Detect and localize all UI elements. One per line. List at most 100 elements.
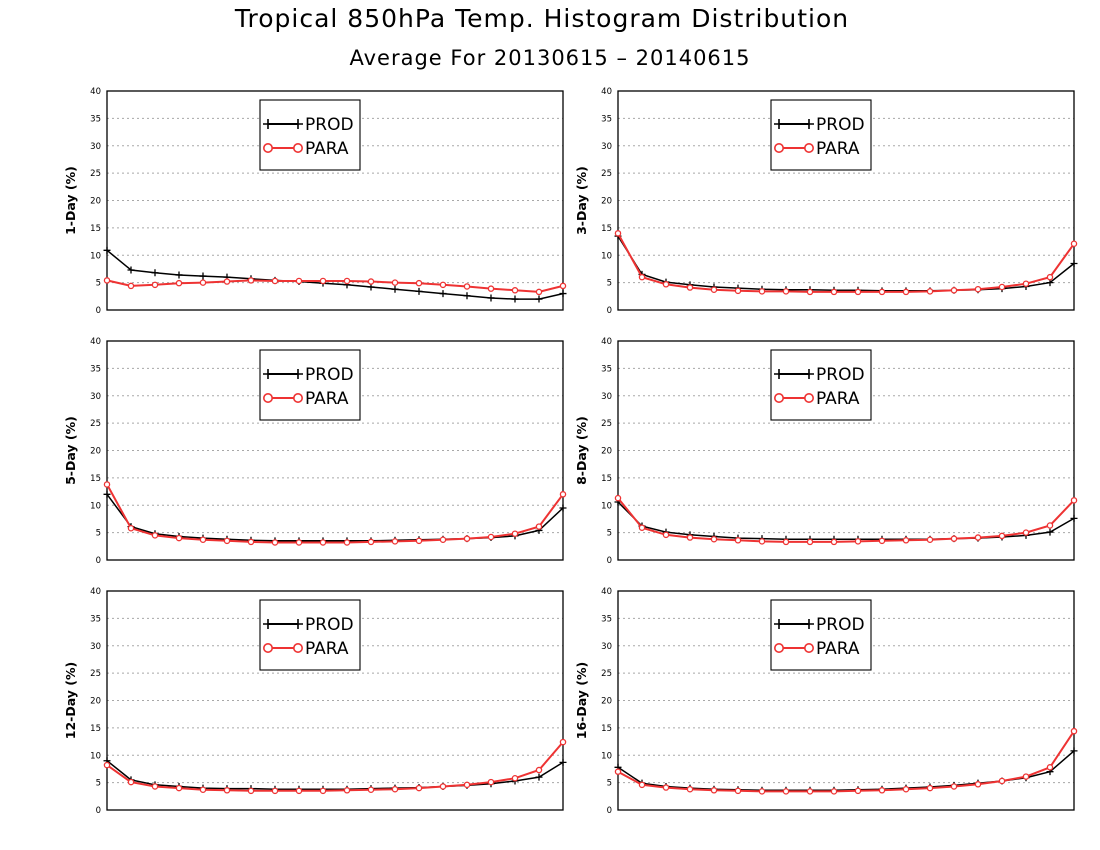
legend-box xyxy=(770,99,872,171)
legend-marker-prod xyxy=(263,369,273,379)
data-point-para xyxy=(343,787,351,794)
data-point-para xyxy=(391,538,399,545)
data-point-para xyxy=(998,532,1006,540)
data-point-para xyxy=(535,523,543,530)
data-point-para xyxy=(1070,240,1078,248)
y-tick-label: 15 xyxy=(90,724,101,734)
data-point-para xyxy=(782,538,790,546)
y-tick-label: 5 xyxy=(607,779,612,789)
data-point-para xyxy=(463,781,471,789)
data-point-para xyxy=(511,774,519,782)
data-point-para xyxy=(782,288,790,295)
data-point-para xyxy=(1046,764,1054,771)
data-point-para xyxy=(463,535,471,542)
data-point-para xyxy=(319,539,327,546)
data-point-para xyxy=(638,524,646,531)
legend-label-prod: PROD xyxy=(305,365,354,385)
y-tick-label: 40 xyxy=(601,587,612,597)
data-point-para xyxy=(415,279,423,287)
data-point-para xyxy=(223,278,231,285)
data-point-para xyxy=(614,768,622,775)
data-point-para xyxy=(151,281,159,289)
data-point-para xyxy=(830,788,838,795)
data-point-para xyxy=(439,281,447,289)
data-point-para xyxy=(926,288,934,295)
data-point-para xyxy=(511,530,519,537)
data-point-para xyxy=(199,279,207,286)
legend-label-para: PARA xyxy=(816,639,860,659)
data-point-para xyxy=(734,787,742,795)
data-point-prod xyxy=(175,271,183,279)
series-line-prod xyxy=(106,249,564,300)
plot-frame xyxy=(106,590,564,811)
y-tick-label: 35 xyxy=(601,364,612,374)
data-point-para xyxy=(1022,529,1030,536)
data-point-prod xyxy=(535,295,543,303)
series-line-para xyxy=(106,483,564,544)
legend-marker-prod xyxy=(774,369,784,379)
data-point-para xyxy=(854,288,862,296)
data-point-para xyxy=(295,277,303,285)
data-point-prod xyxy=(1070,747,1078,755)
y-tick-label: 15 xyxy=(601,724,612,734)
legend-box xyxy=(259,99,361,171)
data-point-para xyxy=(758,288,766,295)
data-point-para xyxy=(950,535,958,542)
legend-marker-prod xyxy=(293,619,303,629)
data-point-para xyxy=(734,537,742,544)
legend-marker-prod xyxy=(293,369,303,379)
legend: PROD PARA xyxy=(770,349,872,421)
legend-marker-prod xyxy=(263,119,273,129)
chart-panel: 0 5 10 15 20 25 30 35 40 16-Day (%) PROD PARA xyxy=(574,587,1078,816)
legend: PROD PARA xyxy=(259,599,361,671)
legend: PROD PARA xyxy=(259,349,361,421)
data-point-para xyxy=(487,533,495,541)
y-tick-label: 10 xyxy=(601,251,612,261)
y-tick-label: 30 xyxy=(90,642,101,652)
data-point-para xyxy=(511,287,519,294)
legend-marker-para xyxy=(803,392,814,403)
data-point-para xyxy=(247,787,255,795)
chart-panel: 0 5 10 15 20 25 30 35 40 12-Day (%) PROD PARA xyxy=(63,587,567,816)
legend-label-prod: PROD xyxy=(816,365,865,385)
legend-marker-para xyxy=(262,642,273,653)
legend-label-para: PARA xyxy=(305,139,349,159)
y-tick-label: 15 xyxy=(90,474,101,484)
data-point-para xyxy=(247,277,255,284)
legend-marker-para xyxy=(262,392,273,403)
y-tick-label: 15 xyxy=(90,224,101,234)
data-point-para xyxy=(806,788,814,795)
y-tick-label: 20 xyxy=(601,447,612,457)
data-point-para xyxy=(223,537,231,545)
data-point-para xyxy=(926,536,934,543)
data-point-para xyxy=(487,285,495,292)
data-point-prod xyxy=(559,290,567,298)
data-point-prod xyxy=(127,266,135,274)
data-point-para xyxy=(439,783,447,790)
data-point-para xyxy=(902,537,910,544)
data-point-para xyxy=(295,787,303,795)
data-point-para xyxy=(710,286,718,293)
legend-marker-para xyxy=(292,143,303,154)
data-point-prod xyxy=(535,773,543,781)
y-tick-label: 10 xyxy=(601,751,612,761)
data-point-para xyxy=(686,534,694,541)
y-tick-label: 40 xyxy=(90,87,101,97)
series-line-para xyxy=(106,279,564,293)
data-point-para xyxy=(806,538,814,546)
data-point-prod xyxy=(487,294,495,302)
data-point-para xyxy=(662,784,670,791)
legend: PROD PARA xyxy=(259,99,361,171)
data-point-prod xyxy=(559,504,567,512)
data-point-para xyxy=(367,538,375,546)
data-point-para xyxy=(175,784,183,792)
data-point-para xyxy=(782,788,790,795)
data-point-para xyxy=(367,278,375,285)
legend-box xyxy=(259,599,361,671)
data-point-para xyxy=(758,538,766,545)
data-point-para xyxy=(734,287,742,295)
legend-label-prod: PROD xyxy=(305,615,354,635)
y-tick-label: 0 xyxy=(607,556,612,566)
y-tick-label: 0 xyxy=(96,556,101,566)
